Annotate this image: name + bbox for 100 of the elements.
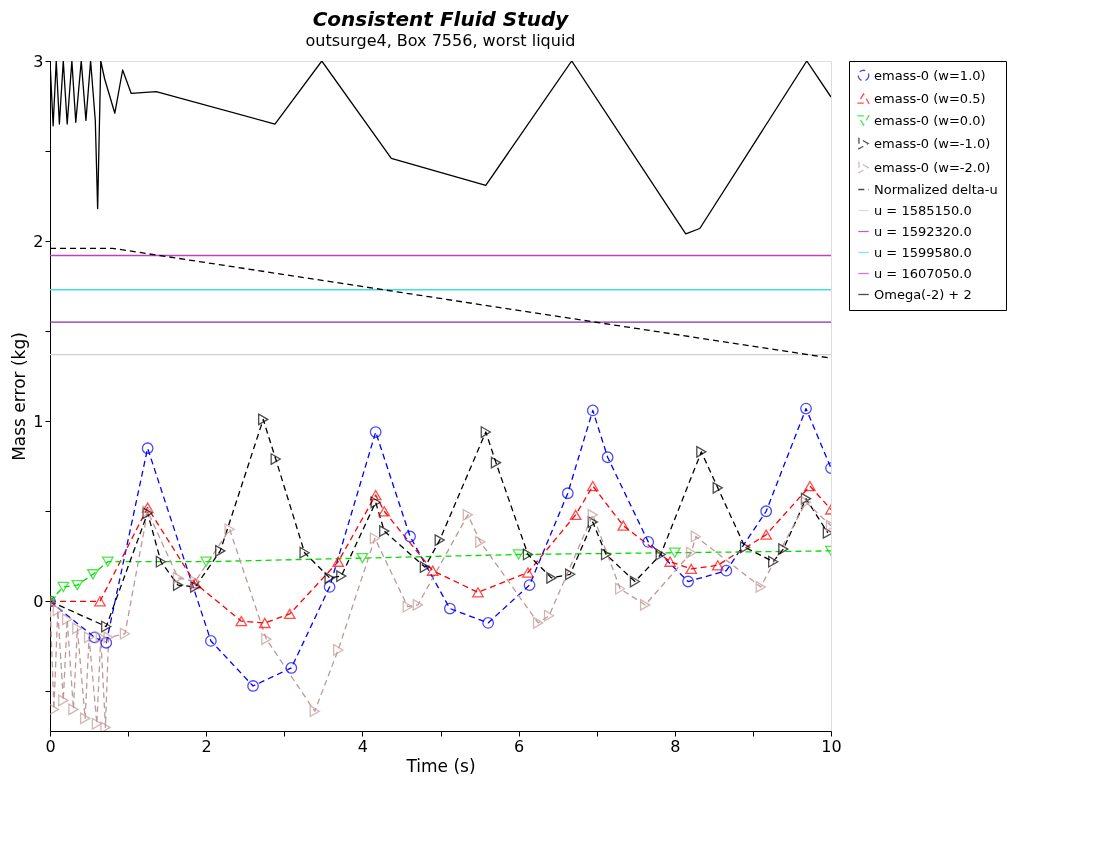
point <box>224 523 235 536</box>
point <box>600 548 612 561</box>
legend-label: emass-0 (w=-1.0) <box>874 135 991 151</box>
point <box>543 609 555 622</box>
legend-label: Normalized delta-u <box>874 181 998 197</box>
point <box>601 451 614 464</box>
point <box>639 599 651 611</box>
point <box>101 556 114 567</box>
point <box>100 636 113 649</box>
point <box>800 492 812 505</box>
legend-label: u = 1592320.0 <box>874 223 972 239</box>
point <box>720 564 733 577</box>
point <box>95 631 106 644</box>
point <box>71 579 84 591</box>
legend-label: Omega(-2) + 2 <box>874 286 972 302</box>
legend-label: emass-0 (w=-2.0) <box>874 159 991 175</box>
point <box>546 572 557 584</box>
point <box>586 480 599 492</box>
point <box>68 703 79 716</box>
x-tick-label: 6 <box>514 736 525 756</box>
point <box>402 600 413 613</box>
point <box>356 552 369 564</box>
point <box>333 644 344 656</box>
point <box>522 567 534 578</box>
point <box>369 489 382 501</box>
point <box>586 404 599 417</box>
point <box>655 548 666 561</box>
point <box>739 541 751 554</box>
point <box>57 581 70 593</box>
point <box>804 480 816 492</box>
point <box>100 721 111 731</box>
point <box>369 426 382 438</box>
point <box>561 487 574 500</box>
point <box>190 581 201 593</box>
point <box>285 662 298 674</box>
point <box>94 596 106 607</box>
point <box>323 581 336 593</box>
point <box>419 561 431 573</box>
point <box>61 613 73 626</box>
point <box>141 442 154 455</box>
point <box>332 556 345 567</box>
point <box>462 508 474 521</box>
point <box>172 572 184 584</box>
y-tick-label: 0 <box>33 591 44 611</box>
point <box>800 402 812 415</box>
y-tick-label: 3 <box>33 51 44 71</box>
point <box>569 509 582 521</box>
point <box>760 529 773 540</box>
x-axis-title: Time (s) <box>405 755 476 776</box>
point <box>324 572 335 584</box>
point <box>204 635 217 647</box>
legend-label: emass-0 (w=0.5) <box>874 90 986 106</box>
point <box>215 545 226 557</box>
point <box>79 712 91 725</box>
point <box>664 556 677 567</box>
point <box>88 631 101 644</box>
point <box>50 703 60 716</box>
point <box>309 705 320 718</box>
point <box>299 546 310 559</box>
point <box>101 620 112 633</box>
point <box>270 453 281 465</box>
point <box>778 543 789 555</box>
point <box>712 481 723 494</box>
point <box>475 535 486 548</box>
y-axis-title: Mass error (kg) <box>9 332 30 461</box>
legend-label: emass-0 (w=0.0) <box>874 112 986 128</box>
point <box>490 456 502 469</box>
point <box>564 568 576 581</box>
y-tick-label: 1 <box>33 411 44 431</box>
point <box>629 575 641 588</box>
point <box>336 570 347 582</box>
point <box>87 569 99 580</box>
point <box>52 604 63 617</box>
x-tick-label: 10 <box>821 736 842 756</box>
point <box>768 555 779 568</box>
point <box>587 508 598 521</box>
point <box>512 549 525 560</box>
point <box>482 617 495 629</box>
point <box>155 555 167 568</box>
chart-subtitle: outsurge4, Box 7556, worst liquid <box>305 31 576 50</box>
point <box>472 587 484 598</box>
point <box>755 581 766 593</box>
point <box>404 530 416 543</box>
point <box>523 579 536 591</box>
chart-title: Consistent Fluid Study <box>312 7 570 31</box>
point <box>532 617 544 629</box>
point <box>690 530 702 543</box>
x-tick-label: 2 <box>201 736 212 756</box>
x-tick-label: 8 <box>670 736 681 756</box>
point <box>685 563 698 575</box>
point <box>686 546 697 559</box>
point <box>443 602 456 615</box>
point <box>696 445 707 458</box>
point <box>378 506 391 517</box>
point <box>480 426 491 438</box>
point <box>58 694 69 707</box>
point <box>235 615 248 627</box>
point <box>247 680 259 692</box>
point <box>258 413 269 426</box>
point <box>141 502 154 513</box>
